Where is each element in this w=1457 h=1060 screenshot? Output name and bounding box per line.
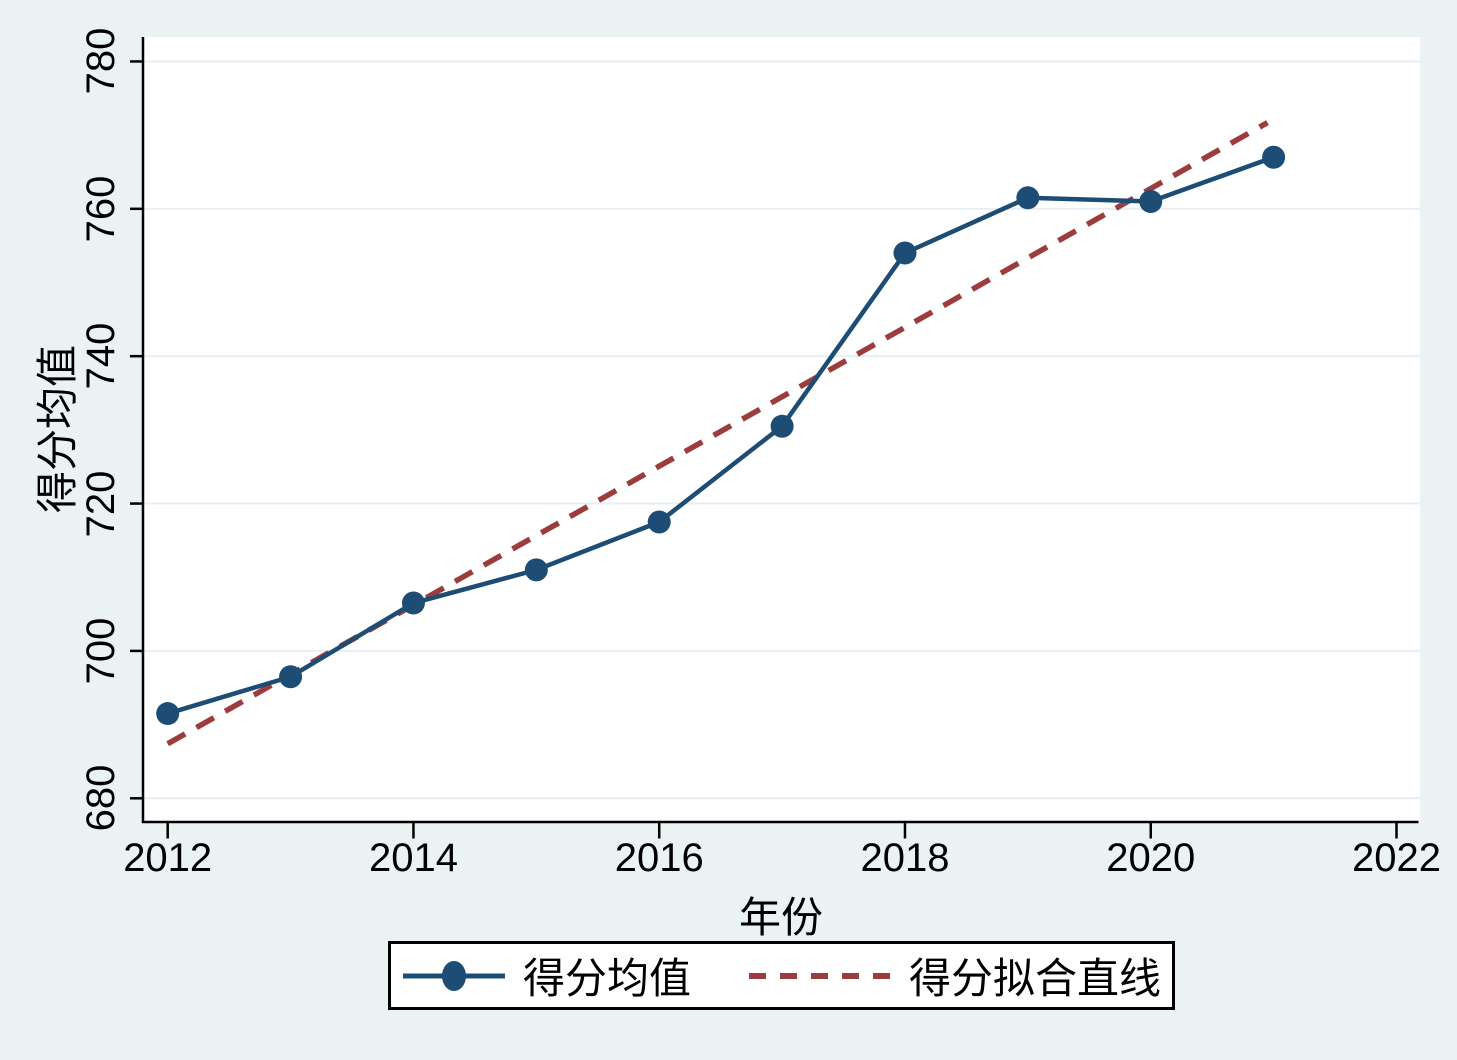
series-line bbox=[167, 155, 1275, 716]
legend-label-mean: 得分均值 bbox=[523, 955, 692, 1002]
data-point-2014 bbox=[401, 591, 425, 615]
legend-line-marker-sample bbox=[403, 960, 505, 991]
y-tick-label-780: 780 bbox=[79, 28, 123, 95]
y-axis-title: 得分均值 bbox=[34, 345, 81, 514]
data-point-2015 bbox=[524, 558, 548, 582]
data-point-2012 bbox=[156, 702, 180, 726]
legend-item-mean: 得分均值 bbox=[401, 945, 691, 1006]
x-tick-label-2022: 2022 bbox=[1352, 836, 1441, 880]
data-point-2017 bbox=[770, 414, 794, 438]
data-point-2021 bbox=[1262, 145, 1286, 169]
data-point-2019 bbox=[1016, 186, 1040, 210]
legend-dashed-line-sample bbox=[749, 972, 892, 979]
data-point-2013 bbox=[279, 665, 303, 689]
x-tick-label-2020: 2020 bbox=[1106, 836, 1196, 880]
data-point-2020 bbox=[1139, 189, 1163, 213]
x-tick-label-2016: 2016 bbox=[614, 836, 704, 880]
data-point-2016 bbox=[647, 510, 671, 534]
x-tick-label-2018: 2018 bbox=[860, 836, 950, 880]
data-point-2018 bbox=[893, 241, 917, 265]
x-tick-label-2012: 2012 bbox=[123, 836, 213, 880]
legend-item-fit: 得分拟合直线 bbox=[747, 945, 1161, 1006]
x-axis-title: 年份 bbox=[738, 894, 823, 941]
legend-label-fit: 得分拟合直线 bbox=[909, 955, 1162, 1002]
x-tick-label-2014: 2014 bbox=[368, 836, 458, 880]
legend: 得分均值 得分拟合直线 bbox=[388, 941, 1175, 1010]
